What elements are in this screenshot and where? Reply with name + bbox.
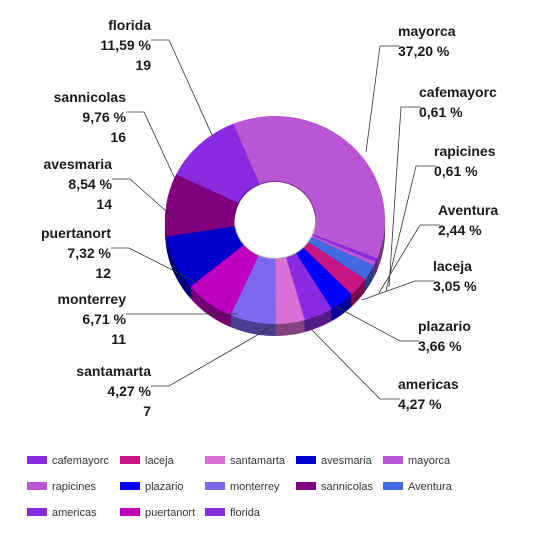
legend-swatch-sannicolas (296, 482, 316, 490)
slice-label-percent: 37,20 % (398, 43, 450, 59)
slice-label-name: sannicolas (54, 89, 127, 105)
slice-label-percent: 0,61 % (434, 163, 478, 179)
slice-label-percent: 11,59 % (100, 37, 151, 53)
slice-label-name: rapicines (434, 143, 496, 159)
legend-label-plazario: plazario (145, 481, 184, 493)
leader-line-plazario (334, 305, 420, 342)
leader-line-cafemayorc (388, 106, 421, 288)
slice-cafemayorc[interactable] (312, 234, 378, 262)
leader-line-mayorca (365, 45, 400, 153)
slice-avesmaria[interactable] (166, 226, 244, 287)
slice-label-percent: 4,27 % (398, 396, 442, 412)
legend-label-avesmaria: avesmaria (321, 455, 373, 467)
slice-label-count: 16 (110, 129, 126, 145)
legend: cafemayorc laceja santamarta avesmaria mayor… (27, 455, 453, 519)
legend-label-Aventura: Aventura (408, 481, 453, 493)
legend-swatch-avesmaria (296, 456, 316, 464)
slice-label-percent: 6,71 % (82, 311, 126, 327)
slice-Aventura[interactable] (308, 237, 374, 280)
slice-label-name: puertanort (41, 225, 111, 241)
leader-line-sannicolas (126, 111, 177, 182)
slice-label-name: santamarta (76, 363, 151, 379)
slice-americas[interactable] (286, 253, 332, 321)
leader-line-laceja (361, 280, 435, 301)
slice-label-percent: 3,05 % (433, 278, 477, 294)
slice-label-name: florida (108, 17, 151, 33)
legend-label-laceja: laceja (145, 455, 175, 467)
slice-laceja[interactable] (303, 242, 366, 295)
slice-labels: mayorca 37,20 % cafemayorc 0,61 % rapicines 0… (41, 17, 498, 419)
legend-swatch-americas (27, 508, 47, 516)
legend-swatch-puertanort (120, 508, 140, 516)
slice-label-count: 7 (143, 403, 151, 419)
slice-santamarta[interactable] (275, 257, 305, 324)
slice-label-count: 19 (135, 57, 151, 73)
slice-mayorca[interactable] (233, 116, 385, 259)
slice-label-name: avesmaria (43, 156, 112, 172)
slice-label-percent: 0,61 % (419, 104, 463, 120)
slice-label-percent: 2,44 % (438, 222, 482, 238)
legend-label-monterrey: monterrey (230, 481, 280, 493)
slice-label-count: 14 (96, 196, 112, 212)
leader-line-puertanort (111, 247, 199, 284)
donut-slices (165, 116, 385, 324)
legend-label-mayorca: mayorca (408, 455, 451, 467)
legend-swatch-Aventura (383, 482, 403, 490)
legend-swatch-florida (205, 508, 225, 516)
legend-label-rapicines: rapicines (52, 481, 97, 493)
leader-lines (111, 39, 440, 400)
legend-swatch-plazario (120, 482, 140, 490)
slice-label-name: laceja (433, 258, 472, 274)
leader-line-Aventura (378, 224, 440, 294)
legend-swatch-monterrey (205, 482, 225, 490)
slice-label-name: Aventura (438, 202, 498, 218)
leader-line-americas (304, 322, 400, 400)
slice-label-name: plazario (418, 318, 471, 334)
legend-label-florida: florida (230, 507, 261, 519)
leader-line-florida (151, 39, 213, 136)
legend-swatch-laceja (120, 456, 140, 464)
slice-label-percent: 8,54 % (68, 176, 112, 192)
slice-rapicines[interactable] (311, 235, 376, 266)
slice-label-name: monterrey (58, 291, 127, 307)
leader-line-rapicines (385, 165, 436, 292)
legend-label-santamarta: santamarta (230, 455, 286, 467)
slice-sannicolas[interactable] (165, 174, 239, 237)
slice-label-percent: 4,27 % (107, 383, 151, 399)
slice-label-percent: 7,32 % (67, 245, 111, 261)
slice-label-percent: 9,76 % (82, 109, 126, 125)
legend-label-americas: americas (52, 507, 97, 519)
legend-label-cafemayorc: cafemayorc (52, 455, 109, 467)
slice-label-count: 12 (95, 265, 111, 281)
slice-label-name: americas (398, 376, 459, 392)
leader-line-avesmaria (112, 178, 176, 220)
slice-label-count: 11 (111, 331, 126, 347)
legend-label-sannicolas: sannicolas (321, 481, 373, 493)
slice-label-percent: 3,66 % (418, 338, 462, 354)
legend-swatch-rapicines (27, 482, 47, 490)
slice-label-name: cafemayorc (419, 84, 497, 100)
donut-hole (235, 182, 315, 258)
slice-label-name: mayorca (398, 23, 456, 39)
legend-swatch-santamarta (205, 456, 225, 464)
legend-label-puertanort: puertanort (145, 507, 195, 519)
slice-puertanort[interactable] (190, 245, 259, 316)
leader-line-santamarta (151, 325, 274, 387)
legend-swatch-cafemayorc (27, 456, 47, 464)
slice-monterrey[interactable] (230, 255, 276, 324)
legend-swatch-mayorca (383, 456, 403, 464)
slice-florida[interactable] (176, 123, 260, 203)
slice-plazario[interactable] (296, 247, 352, 310)
